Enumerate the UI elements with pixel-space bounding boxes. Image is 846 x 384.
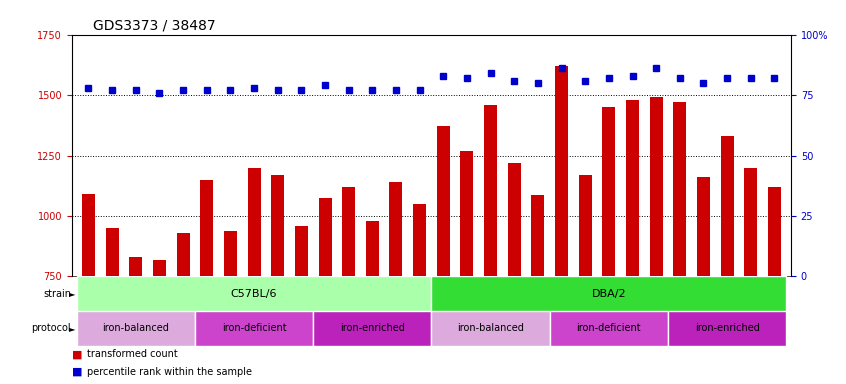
Bar — [101, 35, 124, 276]
Bar — [621, 35, 645, 276]
Bar — [550, 35, 574, 276]
Bar — [266, 35, 289, 276]
Text: GDS3373 / 38487: GDS3373 / 38487 — [93, 18, 216, 32]
Bar — [218, 35, 242, 276]
Bar — [626, 100, 639, 276]
Bar — [697, 177, 710, 276]
Bar — [668, 35, 692, 276]
Bar — [365, 221, 379, 276]
Bar — [431, 276, 786, 311]
Text: iron-enriched: iron-enriched — [695, 323, 760, 333]
Bar — [360, 35, 384, 276]
Text: iron-balanced: iron-balanced — [102, 323, 169, 333]
Bar — [389, 182, 403, 276]
Bar — [431, 311, 550, 346]
Bar — [124, 35, 147, 276]
Bar — [455, 35, 479, 276]
Bar — [650, 98, 662, 276]
Bar — [224, 230, 237, 276]
Bar — [597, 35, 621, 276]
Bar — [82, 194, 95, 276]
Bar — [77, 311, 195, 346]
Bar — [318, 198, 332, 276]
Bar — [431, 35, 455, 276]
Bar — [768, 187, 781, 276]
Bar — [645, 35, 668, 276]
Text: ■: ■ — [72, 367, 86, 377]
Bar — [531, 195, 545, 276]
Bar — [384, 35, 408, 276]
Bar — [248, 167, 261, 276]
Bar — [484, 105, 497, 276]
Bar — [744, 167, 757, 276]
Bar — [721, 136, 733, 276]
Bar — [272, 175, 284, 276]
Text: transformed count: transformed count — [87, 349, 178, 359]
Text: iron-deficient: iron-deficient — [577, 323, 641, 333]
Text: ►: ► — [69, 289, 75, 298]
Bar — [413, 204, 426, 276]
Bar — [129, 257, 142, 276]
Bar — [195, 311, 313, 346]
Bar — [289, 35, 313, 276]
Bar — [508, 163, 521, 276]
Bar — [153, 260, 166, 276]
Text: percentile rank within the sample: percentile rank within the sample — [87, 367, 252, 377]
Bar — [408, 35, 431, 276]
Bar — [673, 102, 686, 276]
Bar — [342, 187, 355, 276]
Bar — [106, 228, 118, 276]
Bar — [437, 126, 450, 276]
Bar — [579, 175, 591, 276]
Bar — [147, 35, 171, 276]
Bar — [555, 66, 568, 276]
Bar — [295, 226, 308, 276]
Text: strain: strain — [43, 289, 71, 299]
Text: ►: ► — [69, 324, 75, 333]
Bar — [77, 276, 431, 311]
Text: iron-balanced: iron-balanced — [457, 323, 524, 333]
Bar — [242, 35, 266, 276]
Text: ■: ■ — [72, 349, 86, 359]
Text: iron-enriched: iron-enriched — [340, 323, 404, 333]
Bar — [762, 35, 786, 276]
Text: DBA/2: DBA/2 — [591, 289, 626, 299]
Bar — [716, 35, 739, 276]
Bar — [460, 151, 474, 276]
Bar — [313, 35, 337, 276]
Bar — [313, 311, 431, 346]
Bar — [668, 311, 786, 346]
Bar — [602, 107, 615, 276]
Text: iron-deficient: iron-deficient — [222, 323, 286, 333]
Bar — [526, 35, 550, 276]
Bar — [201, 180, 213, 276]
Text: protocol: protocol — [31, 323, 71, 333]
Bar — [574, 35, 597, 276]
Bar — [77, 35, 101, 276]
Bar — [739, 35, 762, 276]
Bar — [177, 233, 190, 276]
Bar — [692, 35, 716, 276]
Bar — [337, 35, 360, 276]
Bar — [195, 35, 218, 276]
Bar — [503, 35, 526, 276]
Bar — [550, 311, 668, 346]
Bar — [171, 35, 195, 276]
Bar — [479, 35, 503, 276]
Text: C57BL/6: C57BL/6 — [231, 289, 277, 299]
